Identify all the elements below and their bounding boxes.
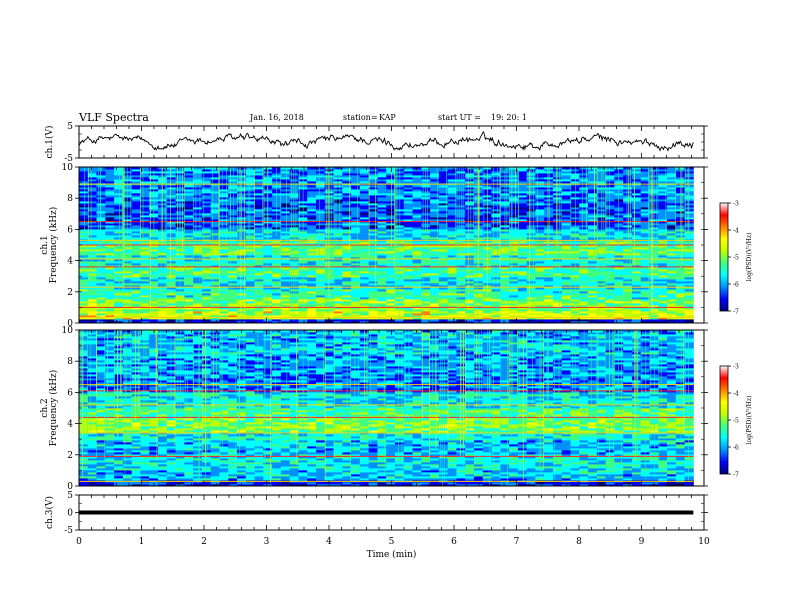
x-tick-label: 10 bbox=[698, 537, 710, 547]
ch2-spectrogram-ytick-label: 6 bbox=[67, 388, 73, 398]
ch2-spectrogram-colorbar-label: log(PSD)(V²/Hz) bbox=[746, 396, 753, 445]
ch2-spectrogram-ytick-label: 0 bbox=[67, 482, 73, 492]
start-time-prefix: start UT = bbox=[438, 113, 481, 122]
ch1-spectrogram-ytick-label: 6 bbox=[67, 225, 73, 235]
x-tick-label: 7 bbox=[514, 537, 520, 547]
ch3-waveform-ytick-label: -5 bbox=[64, 526, 73, 536]
ch1-waveform-ytick-label: 5 bbox=[67, 122, 73, 132]
ch1-spectrogram-ytick-label: 4 bbox=[67, 257, 73, 267]
ch1-spectrogram-ylabel: Frequency (kHz) bbox=[48, 207, 59, 284]
ch1-waveform-ylabel: ch.1(V) bbox=[44, 126, 55, 159]
ch3-waveform-ylabel: ch.3(V) bbox=[44, 496, 55, 529]
ch2-spectrogram-ytick-label: 8 bbox=[67, 357, 73, 367]
ch1-spectrogram-ytick-label: 2 bbox=[67, 288, 73, 298]
colorbar-tick-label: -5 bbox=[733, 418, 739, 425]
ch1-spectrogram-ytick-label: 10 bbox=[62, 163, 74, 173]
station-prefix: station= bbox=[343, 113, 378, 122]
ch1-spectrogram-ytick-label: 0 bbox=[67, 319, 73, 329]
colorbar-tick-label: -3 bbox=[733, 364, 739, 371]
colorbar-tick-label: -4 bbox=[733, 391, 739, 398]
ch2-spectrogram-ylabel: ch.2 bbox=[40, 398, 50, 417]
ch3-waveform-ytick-label: 0 bbox=[67, 509, 73, 519]
x-tick-label: 9 bbox=[639, 537, 645, 547]
colorbar-tick-label: -6 bbox=[733, 282, 739, 289]
colorbar-tick-label: -7 bbox=[733, 472, 739, 479]
x-tick-label: 4 bbox=[326, 537, 332, 547]
spectrogram-layer bbox=[79, 167, 694, 487]
x-axis-label: Time (min) bbox=[367, 549, 417, 560]
ch1-spectrogram-cells bbox=[79, 167, 694, 324]
x-tick-label: 8 bbox=[576, 537, 582, 547]
ch3-waveform-ytick-label: 5 bbox=[67, 491, 73, 501]
colorbar-tick-label: -3 bbox=[733, 201, 739, 208]
station-value: KAP bbox=[379, 113, 396, 122]
start-time-value: 19: 20: 1 bbox=[491, 113, 527, 122]
colorbar-tick-label: -7 bbox=[733, 309, 739, 316]
ch1-spectrogram-colorbar bbox=[719, 202, 729, 312]
ch1-waveform-ytick-label: -5 bbox=[64, 154, 73, 164]
ch1-spectrogram-ytick-label: 8 bbox=[67, 194, 73, 204]
x-tick-label: 6 bbox=[451, 537, 457, 547]
ch2-spectrogram-cells bbox=[79, 330, 694, 487]
ch1-spectrogram-ylabel: ch.1 bbox=[40, 235, 50, 254]
ch2-spectrogram-colorbar bbox=[719, 365, 729, 475]
ch2-spectrogram-ytick-label: 10 bbox=[62, 326, 74, 336]
colorbar-tick-label: -6 bbox=[733, 445, 739, 452]
ch2-spectrogram-ytick-label: 2 bbox=[67, 451, 73, 461]
x-tick-label: 2 bbox=[201, 537, 207, 547]
x-tick-label: 1 bbox=[139, 537, 145, 547]
x-tick-label: 0 bbox=[76, 537, 82, 547]
ch2-spectrogram-ylabel: Frequency (kHz) bbox=[48, 370, 59, 447]
axes-layer: 5-5ch.1(V)0246810-3-4-5-6-7log(PSD)(V²/H… bbox=[40, 122, 753, 560]
figure-title: VLF Spectra bbox=[79, 111, 149, 124]
colorbar-tick-label: -4 bbox=[733, 228, 739, 235]
date-label: Jan. 16, 2018 bbox=[250, 113, 304, 122]
x-tick-label: 5 bbox=[389, 537, 395, 547]
x-tick-label: 3 bbox=[264, 537, 270, 547]
colorbar-tick-label: -5 bbox=[733, 255, 739, 262]
ch1-waveform-line bbox=[78, 131, 694, 152]
ch2-spectrogram-ytick-label: 4 bbox=[67, 420, 73, 430]
ch1-spectrogram-colorbar-label: log(PSD)(V²/Hz) bbox=[746, 233, 753, 282]
